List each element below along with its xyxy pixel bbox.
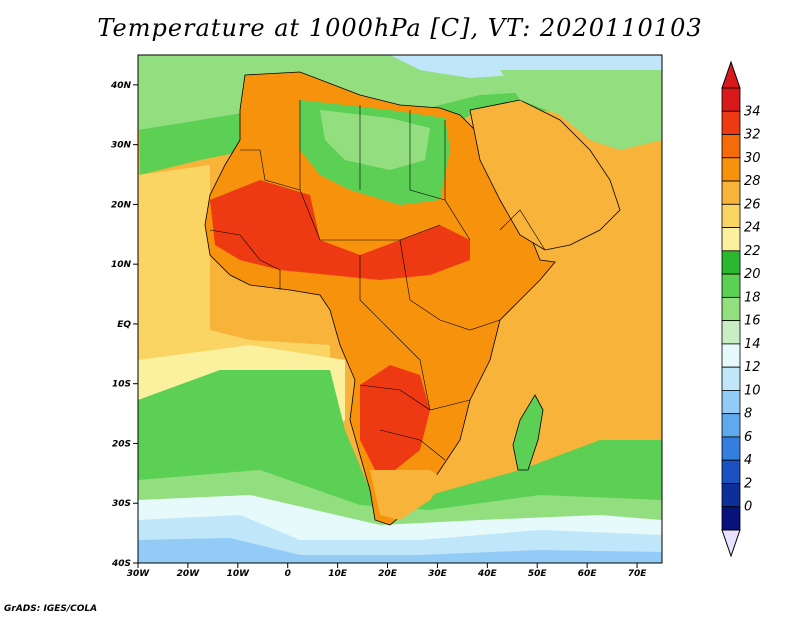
middle-east-green: [500, 70, 662, 150]
colorbar-label: 6: [744, 430, 752, 445]
longitude-ticks: 30W 20W 10W 0 10E 20E 30E 40E 50E 60E 70E: [127, 563, 647, 579]
colorbar-label: 16: [744, 314, 761, 329]
colorbar-swatch: [721, 436, 741, 461]
lon-tick-label: 30W: [127, 569, 151, 579]
colorbar-swatch: [721, 506, 741, 531]
lon-tick-label: 20W: [177, 569, 201, 579]
colorbar-swatch: [721, 483, 741, 508]
colorbar-bottom-arrow: [721, 529, 741, 558]
map-plot-area: [138, 55, 662, 563]
lat-tick-label: 20S: [112, 439, 131, 449]
colorbar-swatch: [721, 157, 741, 182]
africa-sahel-hot: [210, 180, 470, 280]
country-borders: [209, 100, 546, 461]
colorbar-swatch: [721, 87, 741, 112]
colorbar-label: 32: [744, 128, 761, 143]
lon-tick-label: 30E: [428, 569, 448, 579]
colorbar-swatch: [721, 180, 741, 205]
colorbar-swatch: [721, 366, 741, 391]
colorbar-swatch: [721, 203, 741, 228]
lon-tick-label: 70E: [628, 569, 648, 579]
colorbar-label: 18: [744, 290, 761, 305]
lat-tick-label: 30S: [112, 499, 131, 509]
colorbar-label: 20: [744, 267, 761, 282]
colorbar-swatch: [721, 459, 741, 484]
colorbar-swatch: [721, 413, 741, 438]
colorbar-label: 24: [744, 221, 761, 236]
lon-tick-label: 50E: [528, 569, 548, 579]
colorbar-swatch: [721, 134, 741, 159]
africa-sahara-pale: [320, 110, 430, 170]
map-frame: [137, 54, 663, 564]
lon-tick-label: 10E: [328, 569, 348, 579]
lat-tick-label: 10N: [111, 260, 132, 270]
colorbar-top-arrow: [721, 60, 741, 89]
map-title: Temperature at 1000hPa [C], VT: 20201101…: [97, 14, 703, 42]
colorbar-label: 22: [744, 244, 761, 259]
lat-tick-label: 20N: [111, 200, 132, 210]
lon-tick-label: 40E: [477, 569, 498, 579]
colorbar-label: 26: [744, 197, 761, 212]
lat-tick-label: 10S: [112, 380, 131, 390]
field-south-deep: [138, 538, 662, 563]
colorbar-swatch: [721, 296, 741, 322]
colorbar-label: 8: [744, 407, 752, 422]
madagascar: [512, 394, 544, 471]
lon-tick-label: 20E: [378, 569, 398, 579]
colorbar-swatch: [721, 273, 741, 298]
southern-africa-mild: [370, 470, 445, 520]
latitude-ticks: 40N 30N 20N 10N EQ 10S 20S 30S 40S: [110, 81, 138, 569]
colorbar-label: 30: [744, 151, 761, 166]
colorbar-label: 28: [744, 174, 761, 189]
colorbar-swatch: [721, 390, 741, 415]
colorbar-swatch: [721, 320, 741, 345]
colorbar-label: 0: [744, 500, 752, 515]
colorbar-swatch: [721, 343, 741, 368]
credit-text: GrADS: IGES/COLA: [4, 604, 98, 614]
lat-tick-label: 40S: [111, 559, 131, 569]
colorbar-label: 10: [744, 383, 761, 398]
lon-tick-label: 10W: [227, 569, 251, 579]
colorbar-swatch: [721, 110, 741, 135]
lat-tick-label: 30N: [111, 141, 132, 151]
colorbar-label: 14: [744, 337, 761, 352]
colorbar-label: 2: [744, 476, 752, 491]
colorbar-swatch: [721, 227, 741, 252]
lon-tick-label: 60E: [578, 569, 598, 579]
arabia-land: [469, 99, 621, 251]
lon-tick-label: 0: [285, 569, 291, 579]
colorbar-label: 4: [744, 453, 752, 468]
colorbar-swatch: [721, 250, 741, 275]
lat-tick-label: 40N: [110, 81, 132, 91]
lat-tick-label: EQ: [117, 320, 131, 330]
southern-africa-hot: [360, 365, 430, 470]
colorbar-label: 34: [744, 104, 761, 119]
colorbar-label: 12: [744, 360, 761, 375]
